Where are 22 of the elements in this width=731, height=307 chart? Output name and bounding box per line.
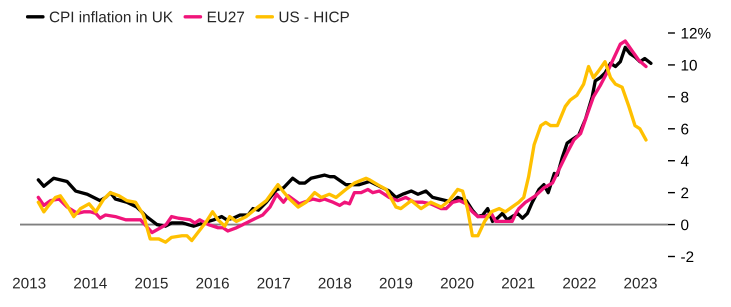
y-tick-label: -2 bbox=[681, 251, 694, 262]
legend-label: CPI inflation in UK bbox=[50, 11, 173, 22]
y-tick-label: 2 bbox=[681, 188, 688, 198]
legend-label: EU27 bbox=[208, 12, 244, 22]
y-tick-label: 0 bbox=[681, 219, 688, 230]
x-tick-label: 2022 bbox=[563, 278, 596, 289]
y-tick-label: 10 bbox=[682, 60, 697, 71]
x-tick-label: 2014 bbox=[74, 278, 107, 289]
x-tick-label: 2023 bbox=[624, 278, 657, 289]
x-tick-label: 2016 bbox=[196, 278, 229, 289]
x-tick-label: 2018 bbox=[318, 278, 352, 289]
x-tick-label: 2021 bbox=[502, 278, 534, 289]
x-tick-label: 2015 bbox=[135, 278, 168, 289]
y-tick-label: 12% bbox=[682, 28, 711, 39]
legend-label: US - HICP bbox=[280, 12, 349, 22]
x-tick-label: 2017 bbox=[257, 278, 290, 289]
y-tick-label: 4 bbox=[680, 156, 689, 166]
y-tick-label: 8 bbox=[681, 92, 688, 103]
x-tick-label: 2020 bbox=[440, 278, 474, 289]
x-tick-label: 2013 bbox=[12, 278, 46, 289]
y-tick-label: 6 bbox=[681, 124, 688, 134]
x-tick-label: 2019 bbox=[380, 278, 412, 289]
